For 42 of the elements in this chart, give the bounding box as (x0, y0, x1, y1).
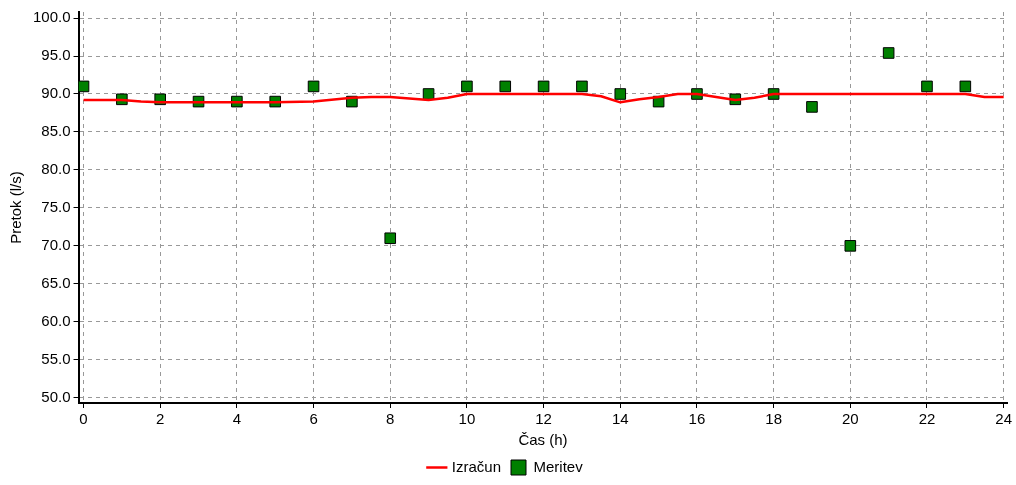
point (614, 88, 627, 100)
x-tick-label: 16 (688, 410, 706, 428)
y-tick-label: 100.0 (32, 8, 71, 26)
point (576, 80, 588, 93)
legend-label: Meritev (533, 457, 584, 475)
x-tick-label: 20 (841, 410, 859, 428)
point (78, 80, 90, 93)
y-tick-label: 65.0 (41, 273, 71, 291)
point (384, 232, 397, 245)
y-tick-label: 70.0 (41, 235, 71, 253)
point (882, 47, 895, 59)
x-tick-label: 12 (535, 410, 552, 428)
y-tick-label: 80.0 (41, 160, 71, 178)
x-tick-label: 4 (232, 410, 242, 428)
y-axis-title: Pretok (l/s) (7, 171, 25, 244)
point (806, 101, 818, 113)
x-tick-label: 22 (918, 410, 936, 428)
x-tick-label: 18 (765, 410, 782, 428)
legend-label: Izračun (451, 457, 502, 475)
x-tick-label: 8 (386, 410, 395, 428)
point (307, 80, 320, 93)
x-axis-title: Čas (h) (518, 431, 568, 449)
y-tick-label: 55.0 (41, 349, 71, 367)
x-tick-label: 0 (79, 410, 88, 428)
y-tick-label: 85.0 (41, 122, 71, 140)
point (499, 80, 512, 93)
point (959, 80, 972, 93)
point (422, 88, 435, 100)
y-tick-label: 75.0 (41, 198, 71, 216)
x-tick-label: 24 (995, 410, 1013, 428)
x-tick-label: 6 (309, 410, 318, 428)
x-tick-label: 2 (156, 410, 165, 428)
y-tick-label: 50.0 (41, 387, 71, 405)
x-tick-label: 10 (458, 410, 476, 428)
point (921, 80, 933, 93)
y-tick-label: 90.0 (41, 84, 71, 102)
x-tick-label: 14 (611, 410, 629, 428)
point (537, 80, 550, 93)
point (461, 80, 473, 93)
point (844, 240, 857, 252)
y-tick-label: 60.0 (41, 311, 71, 329)
y-tick-label: 95.0 (41, 46, 71, 64)
